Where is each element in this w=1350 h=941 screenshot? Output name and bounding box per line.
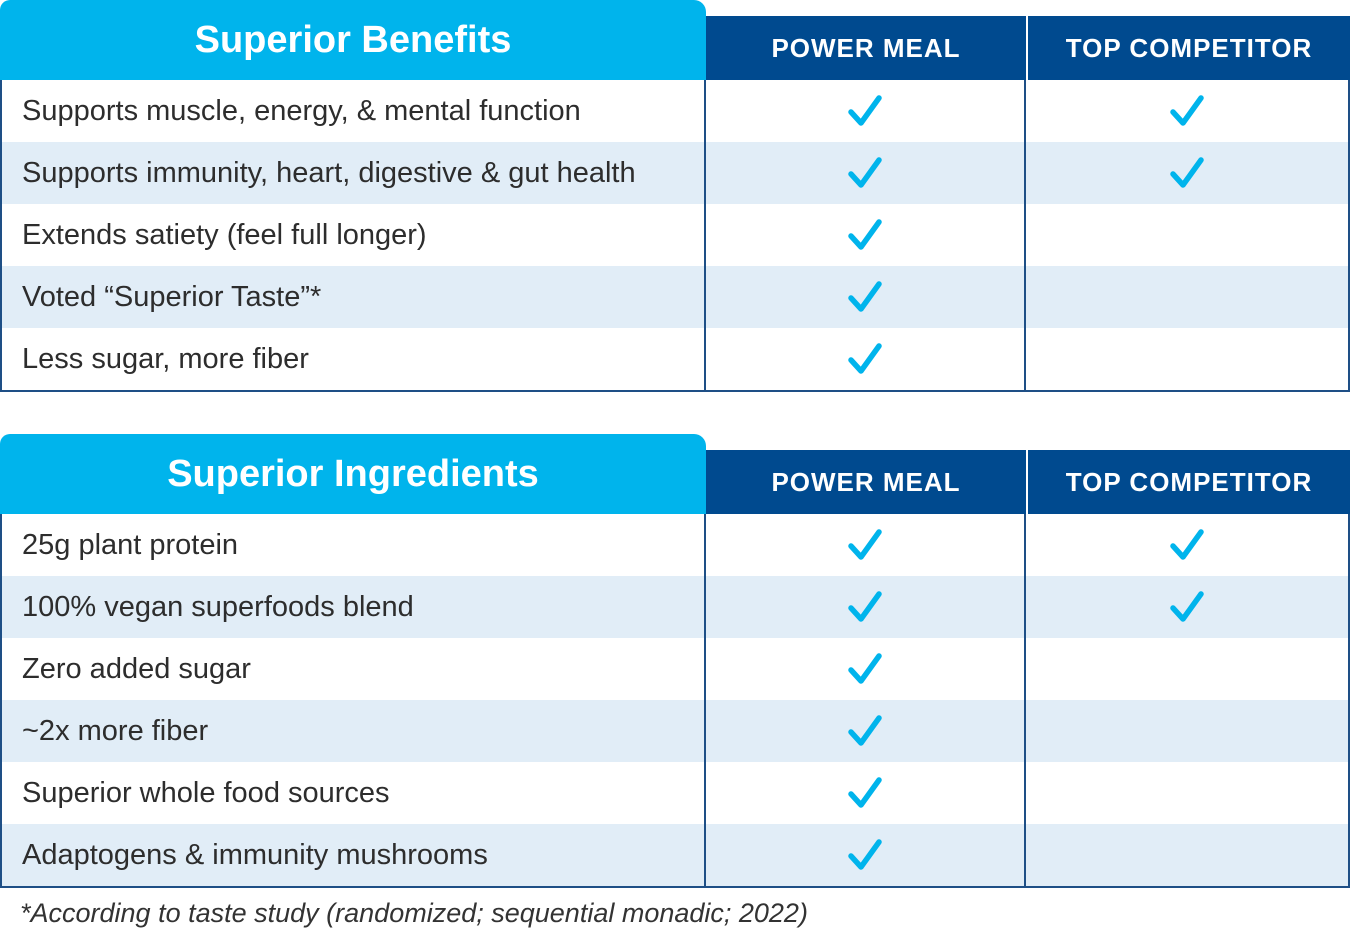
power-meal-cell <box>706 204 1026 266</box>
footnote: *According to taste study (randomized; s… <box>20 898 808 928</box>
row-label: 100% vegan superfoods blend <box>2 576 706 638</box>
row-label: Zero added sugar <box>2 638 706 700</box>
column-header-top-competitor: TOP COMPETITOR <box>1028 16 1350 80</box>
table-body: 25g plant protein 100% vegan superfoods b… <box>0 514 1350 888</box>
check-icon <box>848 591 882 622</box>
power-meal-cell <box>706 328 1026 390</box>
row-label: Superior whole food sources <box>2 762 706 824</box>
table-row: Less sugar, more fiber <box>2 328 1348 390</box>
top-competitor-cell <box>1026 824 1348 886</box>
top-competitor-cell <box>1026 700 1348 762</box>
power-meal-cell <box>706 266 1026 328</box>
check-icon <box>1170 591 1204 622</box>
column-header-power-meal: POWER MEAL <box>706 450 1026 514</box>
check-icon <box>848 281 882 312</box>
table-header: Superior Ingredients POWER MEAL TOP COMP… <box>0 434 1350 514</box>
table-row: Extends satiety (feel full longer) <box>2 204 1348 266</box>
row-label: Extends satiety (feel full longer) <box>2 204 706 266</box>
check-icon <box>1170 529 1204 560</box>
check-icon <box>848 219 882 250</box>
power-meal-cell <box>706 700 1026 762</box>
check-icon <box>1170 95 1204 126</box>
top-competitor-cell <box>1026 762 1348 824</box>
power-meal-cell <box>706 638 1026 700</box>
header-divider <box>1026 16 1028 80</box>
power-meal-cell <box>706 80 1026 142</box>
row-label: Adaptogens & immunity mushrooms <box>2 824 706 886</box>
column-header-top-competitor: TOP COMPETITOR <box>1028 450 1350 514</box>
power-meal-cell <box>706 824 1026 886</box>
check-icon <box>1170 157 1204 188</box>
row-label: Less sugar, more fiber <box>2 328 706 390</box>
table-body: Supports muscle, energy, & mental functi… <box>0 80 1350 392</box>
check-icon <box>848 839 882 870</box>
table-header: Superior Benefits POWER MEAL TOP COMPETI… <box>0 0 1350 80</box>
top-competitor-cell <box>1026 142 1348 204</box>
table-row: 25g plant protein <box>2 514 1348 576</box>
table-row: ~2x more fiber <box>2 700 1348 762</box>
table-row: Superior whole food sources <box>2 762 1348 824</box>
power-meal-cell <box>706 576 1026 638</box>
top-competitor-cell <box>1026 638 1348 700</box>
check-icon <box>848 95 882 126</box>
row-label: Supports immunity, heart, digestive & gu… <box>2 142 706 204</box>
row-label: Voted “Superior Taste”* <box>2 266 706 328</box>
table-row: Voted “Superior Taste”* <box>2 266 1348 328</box>
top-competitor-cell <box>1026 266 1348 328</box>
top-competitor-cell <box>1026 328 1348 390</box>
check-icon <box>848 653 882 684</box>
table-title: Superior Benefits <box>0 0 706 80</box>
power-meal-cell <box>706 142 1026 204</box>
table-title: Superior Ingredients <box>0 434 706 514</box>
row-label: Supports muscle, energy, & mental functi… <box>2 80 706 142</box>
table-row: Adaptogens & immunity mushrooms <box>2 824 1348 886</box>
check-icon <box>848 157 882 188</box>
top-competitor-cell <box>1026 80 1348 142</box>
top-competitor-cell <box>1026 514 1348 576</box>
row-label: 25g plant protein <box>2 514 706 576</box>
check-icon <box>848 715 882 746</box>
table-row: Supports immunity, heart, digestive & gu… <box>2 142 1348 204</box>
column-header-power-meal: POWER MEAL <box>706 16 1026 80</box>
top-competitor-cell <box>1026 576 1348 638</box>
check-icon <box>848 343 882 374</box>
ingredients-table: Superior Ingredients POWER MEAL TOP COMP… <box>0 434 1350 888</box>
power-meal-cell <box>706 762 1026 824</box>
table-row: Zero added sugar <box>2 638 1348 700</box>
top-competitor-cell <box>1026 204 1348 266</box>
check-icon <box>848 777 882 808</box>
table-row: Supports muscle, energy, & mental functi… <box>2 80 1348 142</box>
benefits-table: Superior Benefits POWER MEAL TOP COMPETI… <box>0 0 1350 392</box>
check-icon <box>848 529 882 560</box>
power-meal-cell <box>706 514 1026 576</box>
row-label: ~2x more fiber <box>2 700 706 762</box>
table-row: 100% vegan superfoods blend <box>2 576 1348 638</box>
header-divider <box>1026 450 1028 514</box>
